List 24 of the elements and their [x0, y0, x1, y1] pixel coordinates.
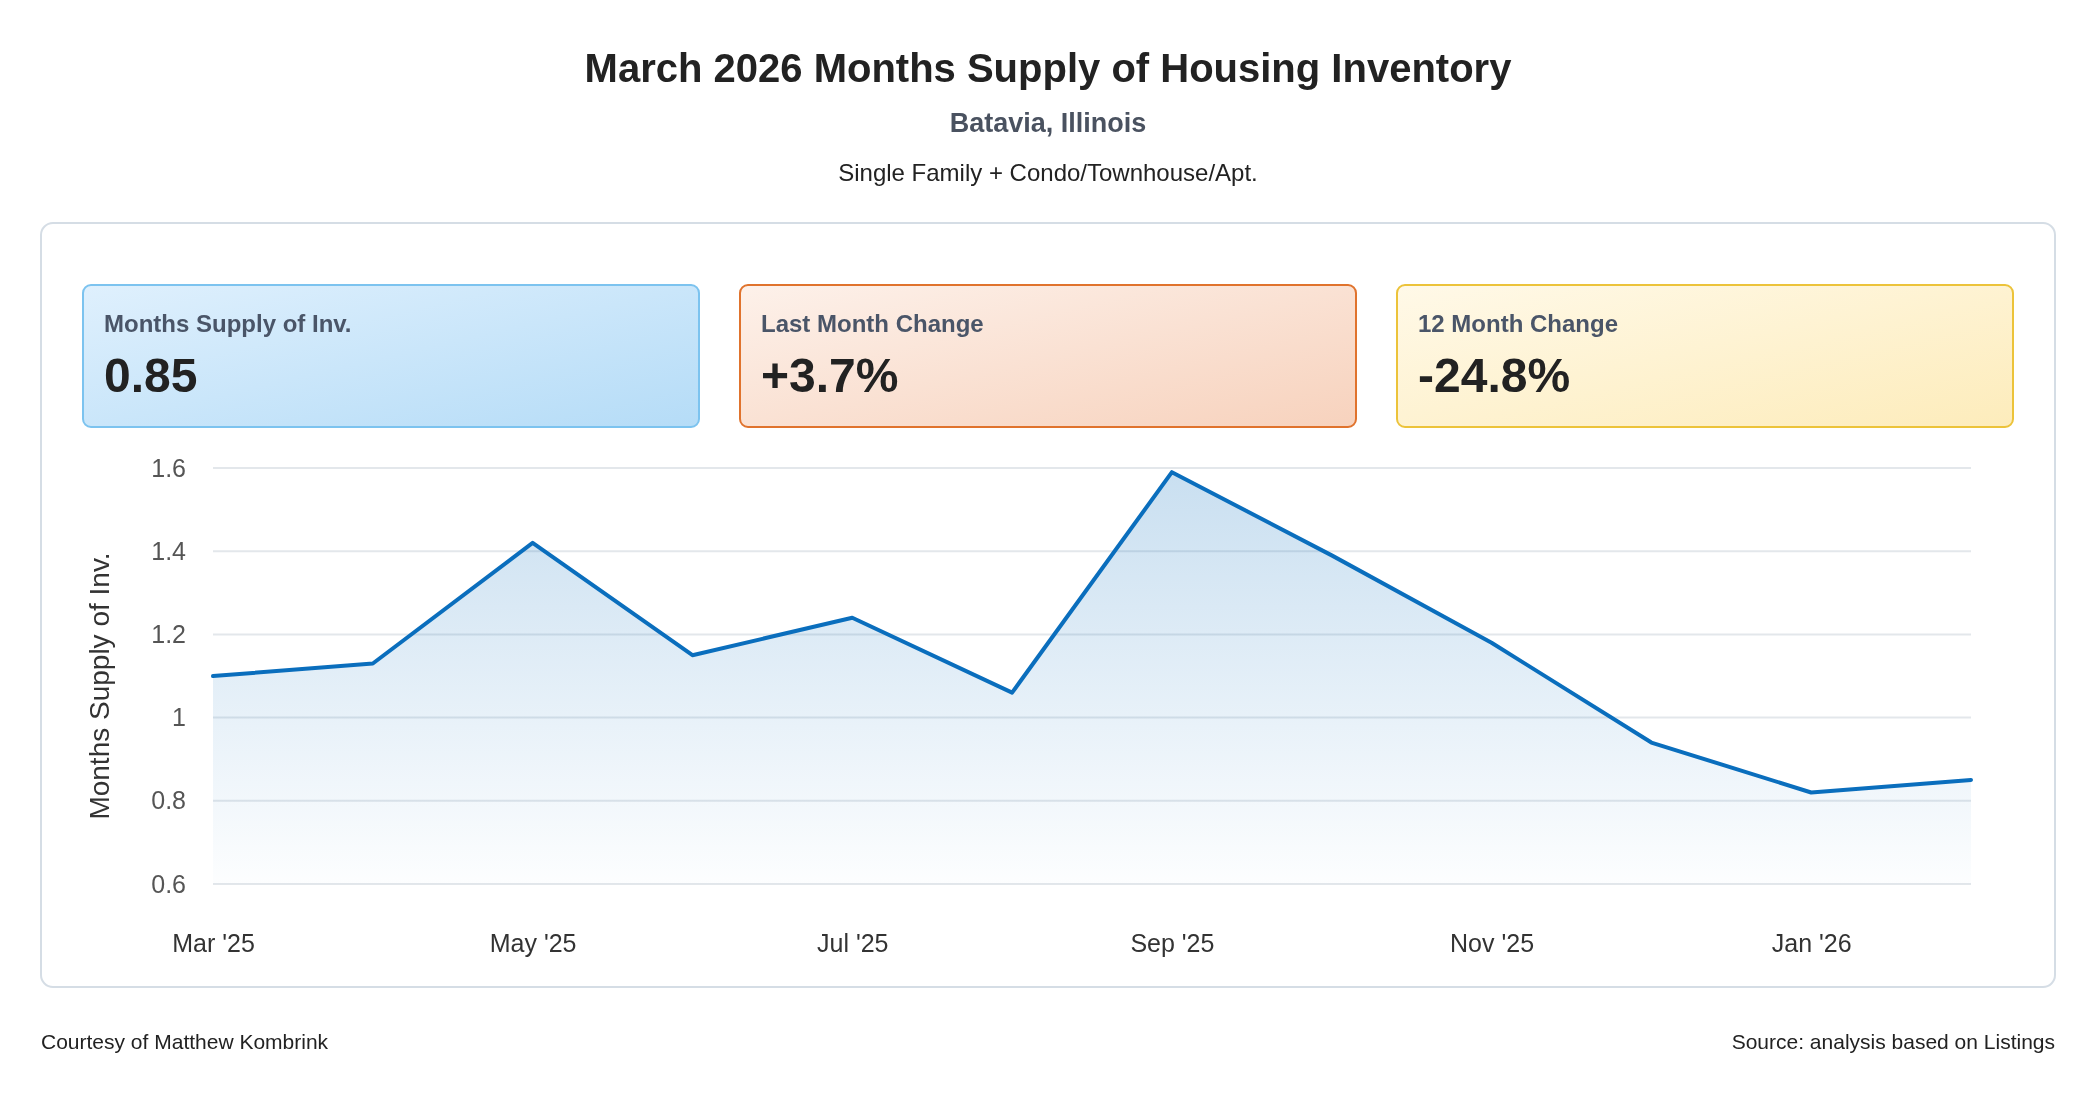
x-tick-label: Jan '26 — [1771, 928, 1852, 957]
y-tick-label: 0.6 — [151, 869, 186, 898]
source-note: Source: analysis based on Listings — [1731, 1030, 2055, 1053]
text: Months Supply of Inv. — [104, 310, 352, 337]
text: 12 Month Change — [1418, 310, 1619, 337]
text: Last Month Change — [761, 310, 984, 337]
y-tick-label: 1 — [172, 703, 186, 732]
text: Courtesy of Matthew Kombrink — [41, 1030, 329, 1053]
y-tick-label: 1.4 — [151, 536, 187, 565]
x-tick-label: Nov '25 — [1450, 928, 1535, 957]
text: Batavia, Illinois — [949, 108, 1147, 138]
y-axis-title: Months Supply of Inv. — [84, 552, 115, 820]
y-tick-label: 1.2 — [151, 619, 186, 648]
x-tick-label: May '25 — [489, 928, 577, 957]
x-tick-label: Sep '25 — [1130, 928, 1215, 957]
text: 0.85 — [104, 349, 198, 402]
text: Single Family + Condo/Townhouse/Apt. — [838, 159, 1258, 186]
y-tick-label: 1.6 — [151, 453, 186, 482]
text: -24.8% — [1418, 349, 1571, 402]
text: March 2026 Months Supply of Housing Inventory — [584, 46, 1513, 90]
text: +3.7% — [761, 349, 899, 402]
y-tick-label: 0.8 — [151, 786, 186, 815]
x-tick-label: Jul '25 — [817, 928, 889, 957]
x-tick-label: Mar '25 — [172, 928, 255, 957]
